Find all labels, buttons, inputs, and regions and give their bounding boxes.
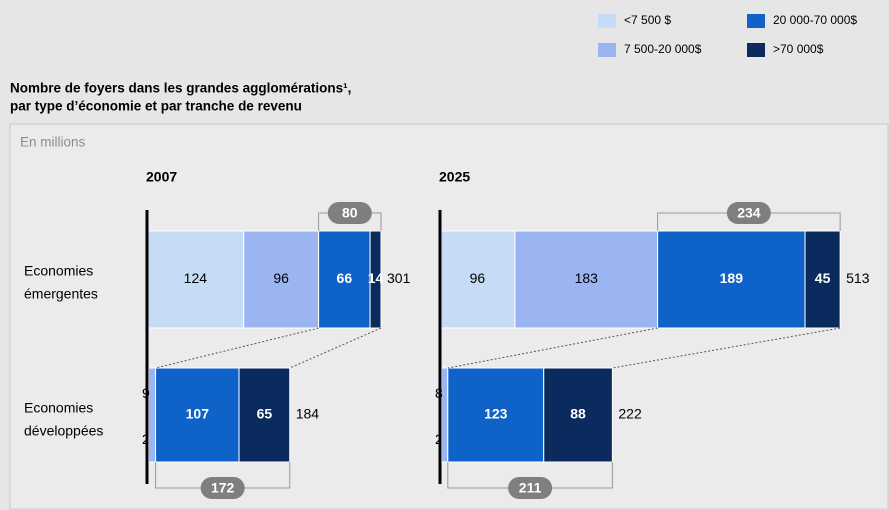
bar-segment bbox=[439, 230, 516, 329]
bar-segment bbox=[155, 367, 240, 463]
value-label: 96 bbox=[470, 270, 486, 286]
bar-segment bbox=[447, 367, 545, 463]
value-label: 45 bbox=[815, 270, 831, 286]
total-label: 184 bbox=[296, 406, 320, 422]
bar-segment bbox=[238, 367, 291, 463]
value-label: 189 bbox=[720, 270, 744, 286]
bar-segment bbox=[148, 367, 157, 463]
bar-segment bbox=[369, 230, 382, 329]
legend-label: >70 000$ bbox=[773, 42, 824, 56]
panel-title: 2007 bbox=[146, 169, 177, 185]
category-label: Economies bbox=[24, 400, 93, 416]
value-label: 107 bbox=[186, 406, 210, 422]
category-label: Economies bbox=[24, 263, 93, 279]
category-label: développées bbox=[24, 423, 103, 439]
bracket-label: 234 bbox=[737, 205, 761, 221]
value-label: 65 bbox=[257, 406, 273, 422]
legend-label: <7 500 $ bbox=[624, 13, 671, 27]
legend-swatch bbox=[598, 43, 616, 57]
subtitle: En millions bbox=[20, 135, 86, 150]
panel-title: 2025 bbox=[439, 169, 470, 185]
chart-title: Nombre de foyers dans les grandes agglom… bbox=[10, 81, 351, 96]
bar-segment bbox=[318, 230, 371, 329]
legend-label: 7 500-20 000$ bbox=[624, 42, 702, 56]
legend-swatch bbox=[747, 14, 765, 28]
bar-segment bbox=[657, 230, 806, 329]
bar-segment bbox=[146, 230, 245, 329]
legend-swatch bbox=[598, 14, 616, 28]
bracket-pill bbox=[726, 202, 771, 224]
category-label: émergentes bbox=[24, 286, 98, 302]
total-label: 301 bbox=[387, 270, 411, 286]
chart-title: par type d’économie et par tranche de re… bbox=[10, 99, 302, 114]
connector bbox=[447, 327, 658, 369]
bracket-pill bbox=[200, 477, 245, 499]
bracket-label: 211 bbox=[519, 480, 542, 496]
value-label: 183 bbox=[575, 270, 599, 286]
bracket-label: 172 bbox=[211, 480, 235, 496]
connector bbox=[289, 327, 382, 369]
bracket-pill bbox=[327, 202, 372, 224]
legend-label: 20 000-70 000$ bbox=[773, 13, 857, 27]
bracket-label: 80 bbox=[342, 205, 358, 221]
value-label: 124 bbox=[184, 270, 208, 286]
bar-segment bbox=[804, 230, 841, 329]
value-label: 123 bbox=[484, 406, 508, 422]
total-label: 513 bbox=[846, 270, 870, 286]
bar-segment bbox=[441, 367, 449, 463]
value-label: 14 bbox=[368, 270, 384, 286]
legend-swatch bbox=[747, 43, 765, 57]
value-label: 88 bbox=[570, 406, 586, 422]
total-label: 222 bbox=[618, 406, 642, 422]
bar-segment bbox=[543, 367, 613, 463]
bar-segment bbox=[243, 230, 320, 329]
value-label: 66 bbox=[337, 270, 353, 286]
bracket-pill bbox=[508, 477, 553, 499]
value-label: 96 bbox=[273, 270, 289, 286]
connector bbox=[612, 327, 841, 369]
